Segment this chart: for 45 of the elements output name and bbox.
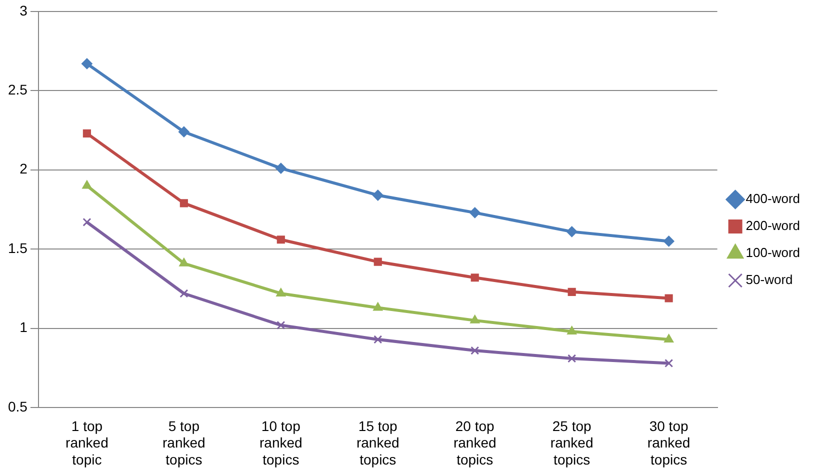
point: [568, 354, 576, 363]
point: [374, 335, 382, 344]
y-tick-label: 1: [20, 319, 28, 336]
legend-label: 100-word: [746, 245, 800, 260]
point: [664, 358, 674, 368]
point: [81, 58, 92, 70]
point: [664, 334, 674, 342]
point: [470, 274, 479, 282]
point: [276, 236, 285, 244]
point: [663, 236, 674, 247]
legend-label: 50-word: [746, 272, 793, 288]
legend-label: 400-word: [746, 191, 800, 206]
point: [664, 294, 673, 302]
x-tick-label: 30 top ranked topics: [647, 418, 690, 468]
point: [568, 288, 576, 296]
y-tick-label: 1.5: [8, 240, 28, 256]
y-tick-label: 3: [20, 2, 28, 18]
x-tick-label: 15 top ranked topics: [356, 418, 400, 468]
point: [470, 314, 480, 324]
point: [373, 302, 383, 311]
point: [82, 129, 91, 138]
y-tick-label: 2: [20, 160, 28, 177]
point: [276, 320, 286, 330]
point: [178, 126, 190, 138]
point: [82, 218, 92, 226]
point: [275, 162, 286, 174]
point: [469, 207, 480, 218]
point: [470, 346, 480, 355]
point: [180, 289, 188, 298]
point: [276, 288, 286, 296]
point: [372, 190, 384, 201]
x-tick-label: 10 top ranked topics: [260, 418, 302, 468]
point: [82, 180, 92, 189]
x-tick-label: 25 top ranked topics: [550, 418, 594, 468]
point: [374, 258, 382, 266]
x-tick-label: 1 top ranked topic: [66, 418, 108, 468]
legend-label: 200-word: [746, 218, 800, 234]
point: [179, 258, 189, 266]
point: [180, 199, 188, 208]
y-tick-label: 0.5: [8, 398, 28, 414]
point: [567, 326, 577, 335]
y-tick-label: 2.5: [8, 82, 28, 98]
point: [566, 226, 578, 238]
x-tick-label: 5 top ranked topics: [162, 418, 206, 468]
x-tick-label: 20 top ranked topics: [453, 418, 496, 468]
